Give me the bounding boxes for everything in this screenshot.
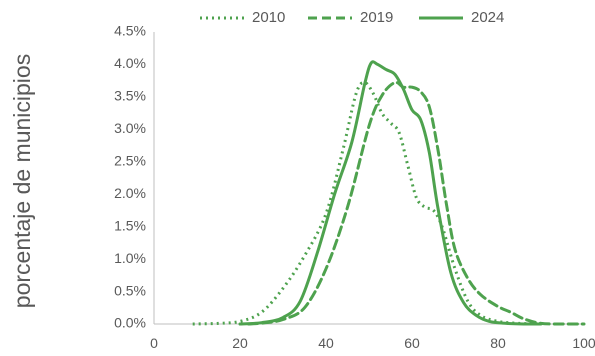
- y-tick-label: 4.5%: [114, 23, 146, 39]
- x-ticks: 0 20 40 60 80 100: [150, 335, 595, 351]
- x-tick-label: 60: [404, 335, 420, 351]
- series-line-2019: [247, 80, 586, 326]
- x-tick-label: 20: [232, 335, 248, 351]
- y-ticks: 0.0% 0.5% 1.0% 1.5% 2.0% 2.5% 3.0% 3.5% 4.0% 4.5%: [114, 23, 146, 331]
- x-tick-label: 100: [572, 335, 595, 351]
- y-tick-label: 0.5%: [114, 282, 146, 298]
- series-line-2010: [192, 81, 542, 326]
- y-axis-label: porcentaje de municipios: [9, 54, 35, 308]
- x-tick-label: 80: [490, 335, 506, 351]
- x-tick-label: 0: [150, 335, 158, 351]
- y-tick-label: 3.5%: [114, 88, 146, 104]
- legend-label-2024: 2024: [471, 9, 504, 26]
- y-tick-label: 1.0%: [114, 250, 146, 266]
- y-tick-label: 2.0%: [114, 185, 146, 201]
- legend-label-2019: 2019: [360, 9, 393, 26]
- y-tick-label: 3.0%: [114, 120, 146, 136]
- series-lines: [192, 60, 586, 326]
- legend: 2010 2019 2024: [200, 9, 504, 26]
- y-tick-label: 0.0%: [114, 315, 146, 331]
- y-tick-label: 1.5%: [114, 217, 146, 233]
- legend-label-2010: 2010: [252, 9, 285, 26]
- y-tick-label: 4.0%: [114, 55, 146, 71]
- y-tick-label: 2.5%: [114, 152, 146, 168]
- x-tick-label: 40: [318, 335, 334, 351]
- series-line-2024: [238, 60, 543, 326]
